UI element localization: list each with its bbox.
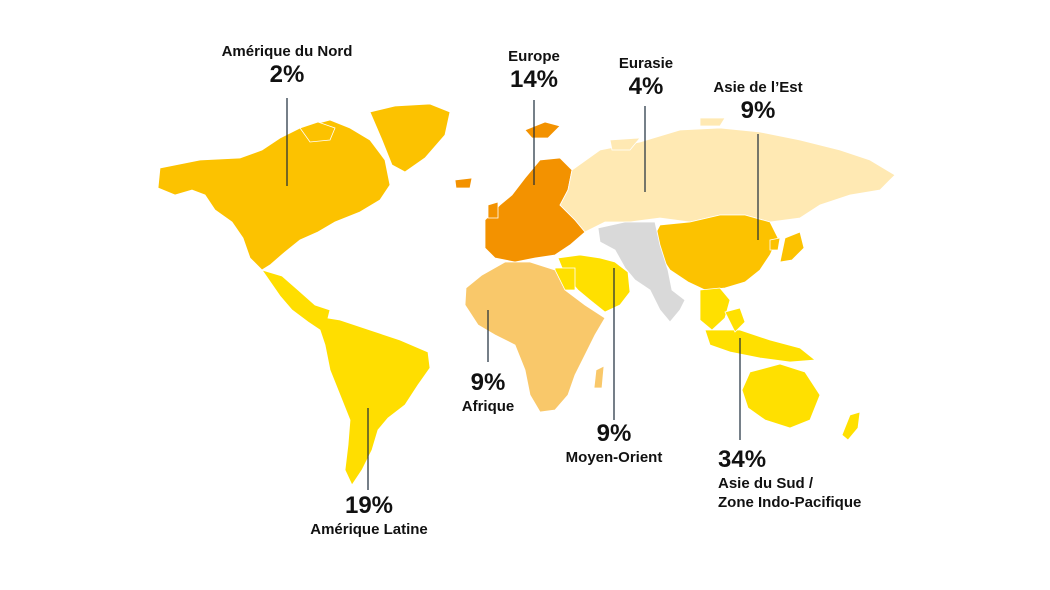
label-asie-de-l-est: Asie de l’Est 9%: [698, 78, 818, 125]
label-eurasie: Eurasie 4%: [596, 54, 696, 101]
region-latin-america: [261, 269, 431, 486]
region-percentage: 9%: [740, 97, 776, 124]
region-name: Eurasie: [618, 55, 674, 72]
region-name: Amérique du Nord: [221, 43, 353, 60]
region-percentage: 19%: [344, 492, 394, 519]
region-name: Europe: [508, 48, 560, 65]
region-percentage: 4%: [628, 73, 664, 100]
region-north-america: [157, 103, 451, 271]
region-name: Asie de l’Est: [713, 79, 803, 96]
label-asie-du-sud: 34% Asie du Sud / Zone Indo-Pacifique: [718, 446, 888, 512]
region-europe: [454, 121, 586, 263]
region-africa: [464, 261, 606, 413]
region-south-asia-indo-pacific: [699, 287, 861, 441]
region-name-line1: Asie du Sud /: [718, 475, 814, 492]
region-name-line2: Zone Indo-Pacifique: [718, 494, 862, 511]
label-afrique: 9% Afrique: [438, 369, 538, 416]
region-eurasia: [559, 117, 896, 233]
region-percentage: 9%: [596, 420, 632, 447]
label-amerique-latine: 19% Amérique Latine: [296, 492, 442, 539]
region-percentage: 9%: [470, 369, 506, 396]
label-moyen-orient: 9% Moyen-Orient: [552, 420, 676, 467]
label-europe: Europe 14%: [484, 47, 584, 94]
region-percentage: 34%: [718, 446, 767, 473]
region-name: Amérique Latine: [310, 521, 428, 538]
region-no-data: [597, 221, 686, 323]
region-percentage: 2%: [269, 61, 305, 88]
region-name: Afrique: [461, 398, 515, 415]
label-amerique-du-nord: Amérique du Nord 2%: [202, 42, 372, 89]
region-name: Moyen-Orient: [565, 449, 663, 466]
leader-lines: [286, 98, 759, 490]
region-percentage: 14%: [509, 66, 559, 93]
region-east-asia: [651, 214, 805, 291]
